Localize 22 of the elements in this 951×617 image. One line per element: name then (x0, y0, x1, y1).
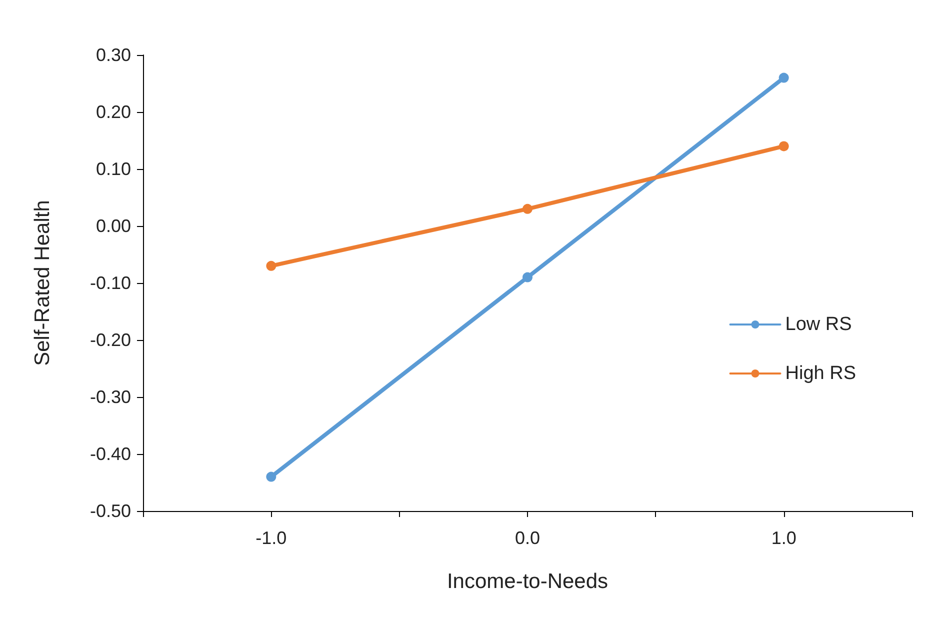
point (266, 472, 276, 482)
x-axis-title: Income-to-Needs (446, 570, 608, 593)
y-axis-title: Self-Rated Health (31, 200, 54, 366)
y-tick-label: -0.10 (90, 273, 131, 293)
y-tick-label: 0.00 (96, 216, 131, 236)
y-tick-label: -0.40 (90, 444, 131, 464)
x-tick-label: 0.0 (514, 528, 540, 548)
x-tick-label: 1.0 (771, 528, 796, 548)
y-tick-label: -0.50 (90, 501, 131, 521)
point (266, 260, 276, 271)
y-tick-label: 0.30 (96, 45, 131, 65)
x-tick-label: -1.0 (256, 528, 287, 548)
y-tick-label: 0.20 (96, 102, 131, 122)
point (522, 204, 532, 214)
legend-label: Low RS (785, 314, 852, 335)
legend-label: High RS (785, 363, 856, 384)
point (778, 72, 789, 83)
point (778, 141, 789, 152)
point (522, 272, 532, 282)
y-tick-label: -0.20 (90, 330, 131, 350)
y-tick-label: 0.10 (96, 159, 131, 179)
y-tick-label: -0.30 (90, 387, 131, 407)
